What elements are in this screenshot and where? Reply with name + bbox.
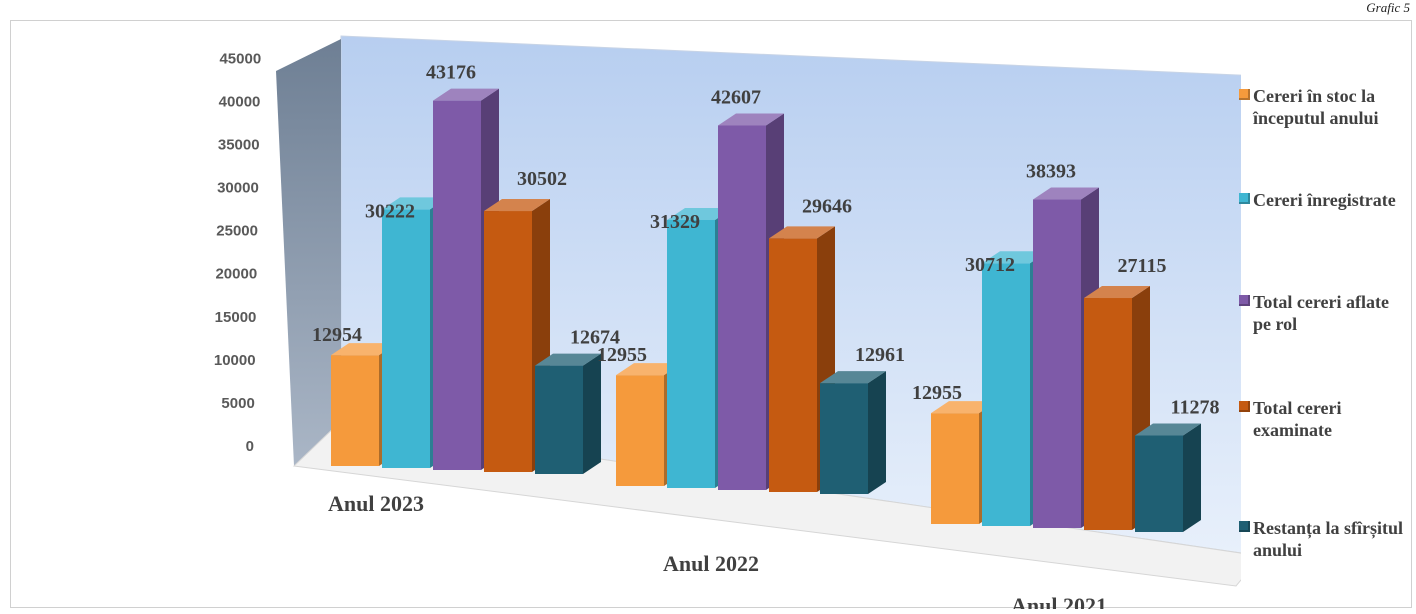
bar-top	[931, 401, 997, 414]
y-tick-label: 15000	[215, 309, 257, 326]
y-tick-label: 0	[246, 438, 254, 455]
data-label: 30502	[517, 168, 567, 190]
chart-caption: Grafic 5	[1366, 0, 1410, 15]
legend-item-2: Total cereri aflate pe rol	[1239, 291, 1403, 335]
bar-front	[982, 263, 1030, 526]
bar-top	[1135, 423, 1201, 436]
legend-item-0: Cereri în stoc la începutul anului	[1239, 85, 1403, 129]
y-tick-label: 30000	[217, 180, 259, 197]
bar-side	[868, 371, 886, 494]
bar-0-3: 30502	[484, 168, 567, 472]
bar-top	[982, 251, 1048, 264]
bar-front	[931, 413, 979, 524]
bar-front	[331, 355, 379, 466]
bar-top	[769, 226, 835, 239]
bar-side	[583, 353, 601, 474]
bar-front	[382, 209, 430, 468]
category-label: Anul 2023	[328, 491, 424, 516]
data-label: 42607	[711, 86, 761, 108]
legend-swatch-2	[1239, 295, 1250, 306]
chart-plot: 0 5000 10000 15000 20000 25000 30000 35000 40000…	[214, 35, 1241, 609]
legend-item-4: Restanța la sfîrșitul anului	[1239, 517, 1403, 561]
legend-swatch-0	[1239, 89, 1250, 100]
category-label: Anul 2021	[1011, 593, 1107, 609]
bar-top	[820, 371, 886, 384]
data-label: 38393	[1026, 161, 1076, 183]
legend-label-3: Total cereri examinate	[1253, 398, 1342, 440]
bar-front	[1033, 199, 1081, 528]
y-tick-label: 35000	[218, 136, 260, 153]
bar-top	[331, 343, 397, 356]
bar-top	[535, 353, 601, 366]
bar-top	[718, 113, 784, 126]
data-label: 27115	[1118, 255, 1167, 277]
bar-top	[382, 197, 448, 210]
data-label: 30222	[365, 200, 415, 222]
legend-swatch-4	[1239, 521, 1250, 532]
bar-side	[1183, 423, 1201, 532]
legend-label-1: Cereri înregistrate	[1253, 190, 1396, 210]
legend-label-0: Cereri în stoc la începutul anului	[1253, 86, 1379, 128]
legend-label-4: Restanța la sfîrșitul anului	[1253, 518, 1403, 560]
side-wall	[276, 39, 341, 466]
bar-front	[820, 383, 868, 494]
bar-0-4: 12674	[535, 327, 620, 474]
bar-front	[484, 211, 532, 472]
chart-legend: Cereri în stoc la începutul anului Cerer…	[1239, 21, 1416, 609]
y-tick-label: 5000	[221, 395, 254, 412]
legend-swatch-3	[1239, 401, 1250, 412]
legend-label-2: Total cereri aflate pe rol	[1253, 292, 1389, 334]
data-label: 12955	[912, 382, 962, 404]
y-tick-label: 25000	[216, 223, 258, 240]
legend-item-3: Total cereri examinate	[1239, 397, 1403, 441]
bar-front	[1084, 298, 1132, 530]
category-label: Anul 2022	[663, 551, 759, 576]
y-tick-label: 40000	[219, 93, 261, 110]
bar-top	[433, 88, 499, 101]
data-label: 12955	[597, 344, 647, 366]
data-label: 30712	[965, 254, 1015, 276]
data-label: 11278	[1171, 397, 1220, 419]
y-tick-label: 20000	[215, 266, 257, 283]
bar-front	[667, 219, 715, 488]
bar-top	[667, 207, 733, 220]
y-tick-label: 45000	[219, 50, 261, 67]
bar-front	[616, 375, 664, 486]
bar-front	[769, 238, 817, 492]
bar-front	[433, 100, 481, 470]
data-label: 43176	[426, 62, 476, 84]
data-label: 12674	[570, 327, 620, 349]
legend-swatch-1	[1239, 193, 1250, 204]
bar-front	[718, 125, 766, 490]
bar-1-4: 12961	[820, 344, 905, 494]
bar-top	[616, 363, 682, 376]
bar-2-4: 11278	[1135, 397, 1219, 532]
data-label: 12961	[855, 344, 905, 366]
chart-area: 0 5000 10000 15000 20000 25000 30000 35000 40000…	[10, 20, 1412, 609]
data-label: 12954	[312, 324, 362, 346]
bar-top	[1084, 286, 1150, 299]
bar-1-3: 29646	[769, 195, 852, 492]
data-label: 31329	[650, 211, 700, 233]
y-tick-label: 10000	[214, 352, 256, 369]
bar-top	[484, 199, 550, 212]
bar-front	[1135, 435, 1183, 532]
bar-top	[1033, 187, 1099, 200]
data-label: 29646	[802, 195, 852, 217]
bar-front	[535, 365, 583, 474]
legend-item-1: Cereri înregistrate	[1239, 189, 1403, 211]
